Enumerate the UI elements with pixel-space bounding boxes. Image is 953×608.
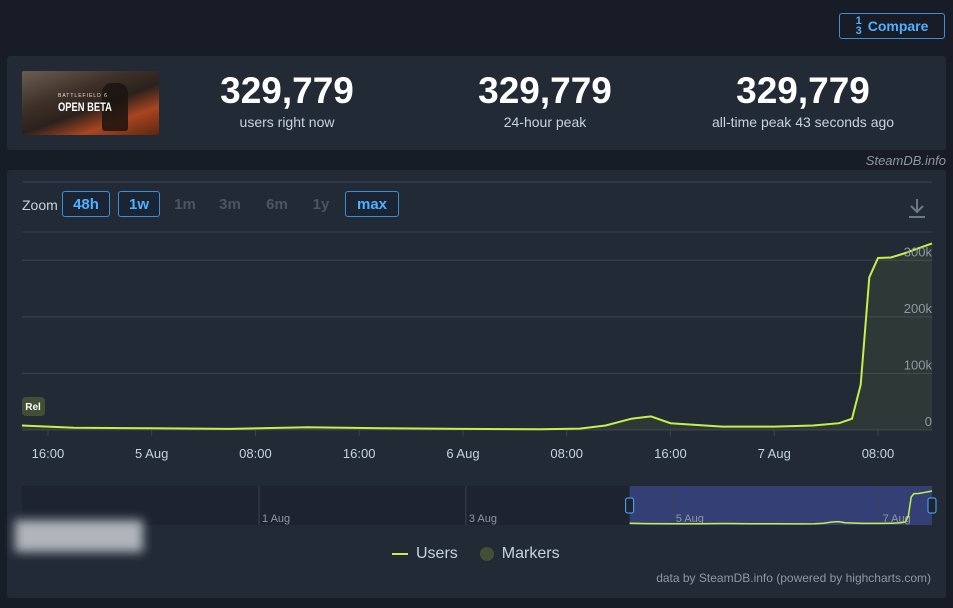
navigator-label: 5 Aug [676,513,704,525]
x-tick-label: 08:00 [239,446,272,461]
zoom-48h-button[interactable]: 48h [62,191,110,217]
legend-users[interactable]: Users [392,545,458,563]
stat-current: 329,779 users right now [167,70,407,130]
zoom-1y-button[interactable]: 1y [312,195,330,213]
x-tick-label: 16:00 [343,446,376,461]
y-tick-label: 200k [904,301,933,316]
compare-label: Compare [867,18,929,34]
stat-alltime-value: 329,779 [736,70,870,111]
thumb-brand: BATTLEFIELD 6 [58,93,108,99]
zoom-3m-button[interactable]: 3m [219,195,241,213]
stat-24h-value: 329,779 [478,70,612,111]
x-tick-label: 16:00 [32,446,65,461]
x-tick-label: 08:00 [550,446,583,461]
steamdb-source-link[interactable]: SteamDB.info [865,153,946,168]
chart-plot[interactable]: 0 100k 200k 300k 16:00 5 Aug 08:00 16:00 6 Aug 0… [7,170,946,598]
navigator-label: 1 Aug [262,513,290,525]
thumb-title: OPEN BETA [58,100,112,114]
x-tick-label: 08:00 [862,446,895,461]
legend-users-label: Users [416,545,458,562]
stat-current-value: 329,779 [220,70,354,111]
x-tick-label: 6 Aug [446,446,479,461]
stat-current-label: users right now [239,114,335,130]
users-line [21,242,933,431]
zoom-max-button[interactable]: max [345,191,399,217]
navigator-selection [629,486,932,525]
y-tick-label: 100k [904,357,933,372]
zoom-6m-button[interactable]: 6m [266,195,288,213]
stat-24h-label: 24-hour peak [503,114,587,130]
chart-card: Zoom 48h 1w 1m 3m 6m 1y max 0 100k 200k 300… [7,170,946,598]
release-marker-label: Rel [25,402,41,413]
users-area [22,243,932,430]
stat-alltime-label: all-time peak 43 seconds ago [711,114,895,130]
redacted-overlay [15,520,143,552]
zoom-1m-button[interactable]: 1m [174,195,196,213]
download-icon[interactable] [906,196,928,220]
game-thumbnail[interactable]: BATTLEFIELD 6 OPEN BETA [22,71,159,135]
stat-24h-peak: 329,779 24-hour peak [425,70,665,130]
soldier-silhouette [102,83,128,131]
y-tick-label: 0 [925,414,932,429]
navigator-label: 3 Aug [469,513,497,525]
zoom-1w-button[interactable]: 1w [118,191,160,217]
stats-card: BATTLEFIELD 6 OPEN BETA 329,779 users ri… [7,56,946,150]
legend-markers-label: Markers [501,545,560,562]
release-marker [22,397,45,416]
x-tick-label: 5 Aug [135,446,168,461]
chart-legend: Users Markers [392,545,560,563]
x-tick-label: 16:00 [654,446,687,461]
zoom-label: Zoom [22,197,58,213]
navigator-line [629,490,933,525]
navigator-handle-left [625,497,635,514]
y-tick-label: 300k [904,244,933,259]
chart-credit[interactable]: data by SteamDB.info (powered by highcha… [656,571,931,585]
legend-markers[interactable]: Markers [479,545,560,563]
legend-markers-swatch [479,547,494,561]
x-tick-label: 7 Aug [758,446,791,461]
stat-alltime-peak: 329,779 all-time peak 43 seconds ago [683,70,923,130]
navigator-handle-right [927,497,937,514]
legend-users-swatch [392,553,408,555]
